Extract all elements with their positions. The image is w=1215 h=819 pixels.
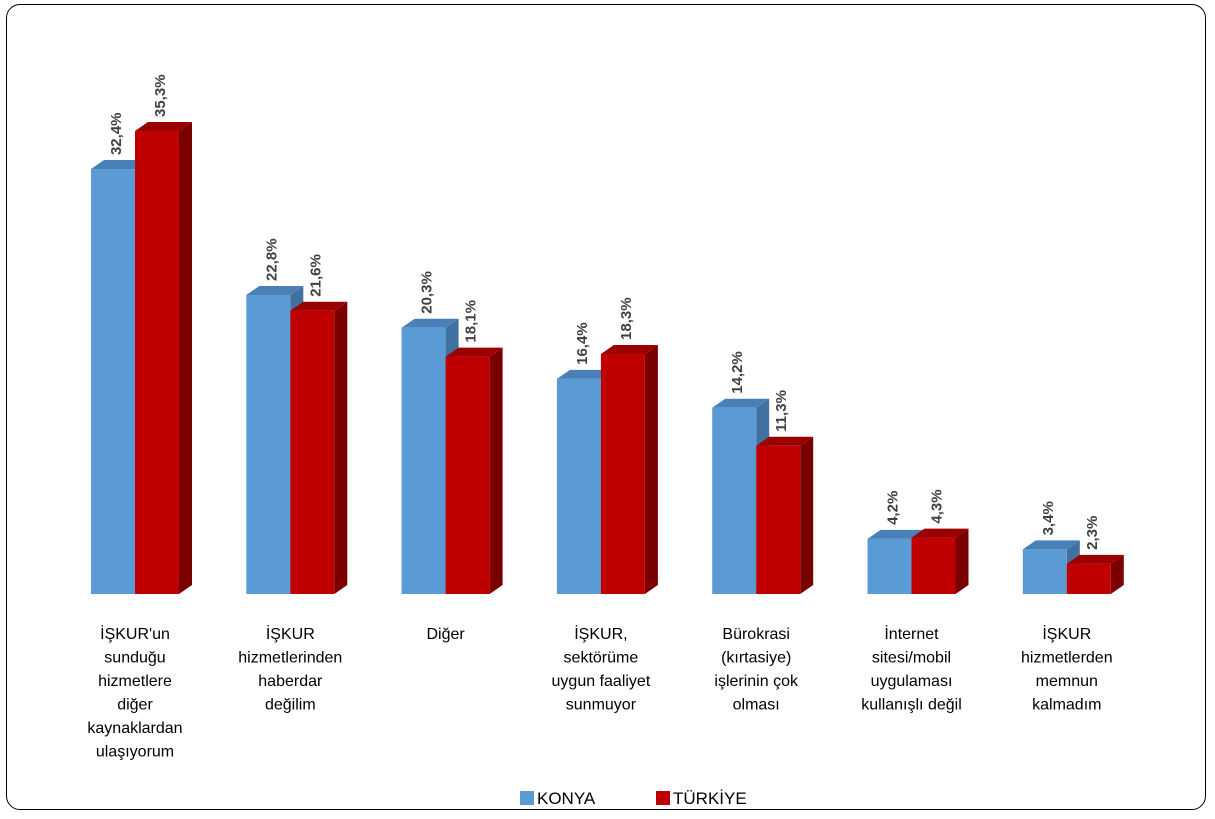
bar-top	[911, 528, 969, 538]
bar-top	[135, 122, 192, 131]
bar-side	[1110, 554, 1124, 594]
bar-türki̇ye-4	[600, 344, 658, 594]
bar-top	[1066, 554, 1124, 564]
bar-top	[556, 369, 614, 379]
legend-item-konya: KONYA	[520, 789, 596, 808]
bar-top	[290, 301, 348, 311]
value-label-türki̇ye-7: 2,3%	[1084, 516, 1101, 550]
bar-top	[401, 318, 459, 328]
bar-side	[334, 301, 348, 594]
value-label-konya-6: 4,2%	[885, 491, 902, 525]
value-label-konya-1: 32,4%	[108, 112, 125, 155]
bar-türki̇ye-1	[135, 122, 192, 594]
bar-top	[1022, 540, 1080, 550]
value-label-türki̇ye-6: 4,3%	[929, 489, 946, 523]
category-label-7: İŞKUR hizmetlerden memnun kalmadım	[1021, 624, 1113, 714]
bar-front	[600, 353, 645, 594]
bar-top	[246, 285, 304, 295]
bar-front	[135, 131, 179, 594]
legend-swatch	[656, 791, 670, 805]
legend: KONYA TÜRKİYE	[520, 789, 747, 808]
bar-side	[179, 122, 192, 594]
legend-label: TÜRKİYE	[673, 789, 747, 808]
bar-side	[489, 347, 503, 594]
value-label-konya-4: 16,4%	[574, 322, 591, 365]
bar-front	[867, 538, 912, 594]
bar-top	[867, 529, 925, 539]
bar-side	[955, 528, 969, 594]
value-label-türki̇ye-5: 11,3%	[773, 390, 790, 432]
bar-front	[91, 169, 135, 594]
bar-türki̇ye-2	[290, 301, 348, 594]
category-label-1: İŞKUR'un sunduğu hizmetlere diğer kaynaklard…	[87, 624, 182, 761]
legend-label: KONYA	[537, 789, 596, 808]
category-label-6: İnternet sitesi/mobil uygulaması kullanışlı…	[861, 624, 962, 714]
bar-front	[756, 445, 801, 594]
bar-front	[911, 537, 956, 594]
category-label-2: İŞKUR hizmetlerinden haberdar değilim	[238, 624, 342, 714]
value-label-türki̇ye-3: 18,1%	[463, 300, 480, 343]
value-label-türki̇ye-4: 18,3%	[618, 297, 635, 340]
bar-top	[600, 344, 658, 354]
bar-front	[1066, 563, 1111, 594]
bar-top	[712, 398, 770, 408]
bar-front	[712, 407, 757, 594]
bar-front	[290, 310, 335, 594]
bar-front	[246, 294, 291, 594]
value-label-konya-5: 14,2%	[729, 351, 746, 394]
bar-front	[401, 327, 446, 594]
value-label-konya-7: 3,4%	[1040, 501, 1057, 535]
value-label-konya-2: 22,8%	[263, 238, 280, 281]
bar-top	[91, 160, 148, 170]
bar-türki̇ye-6	[911, 528, 969, 594]
bar-türki̇ye-7	[1066, 554, 1124, 594]
value-label-konya-3: 20,3%	[419, 271, 436, 314]
bars-layer	[91, 122, 1124, 594]
category-labels-layer: İŞKUR'un sunduğu hizmetlere diğer kaynaklard…	[87, 624, 1112, 761]
category-label-3: Diğer	[426, 626, 465, 643]
bar-front	[556, 378, 601, 594]
category-label-5: Bürokrasi (kırtasiye) işlerinin çok olması	[714, 626, 799, 714]
bar-türki̇ye-3	[445, 347, 503, 594]
category-label-4: İŞKUR, sektörüme uygun faaliyet sunmuyor	[552, 624, 651, 714]
bar-top	[445, 347, 503, 357]
bar-side	[644, 344, 658, 594]
value-label-türki̇ye-2: 21,6%	[307, 254, 324, 297]
value-labels-layer: 32,4% 35,3% 22,8% 21,6% 20,3% 18,1% 16,4% 18,3%…	[108, 74, 1101, 549]
legend-item-türki̇ye: TÜRKİYE	[656, 789, 747, 808]
bar-front	[1022, 549, 1067, 594]
bar-top	[756, 436, 814, 446]
value-label-türki̇ye-1: 35,3%	[152, 74, 169, 117]
bar-türki̇ye-5	[756, 436, 814, 594]
bar-side	[800, 436, 814, 594]
bar-front	[445, 356, 490, 594]
legend-swatch	[520, 791, 534, 805]
